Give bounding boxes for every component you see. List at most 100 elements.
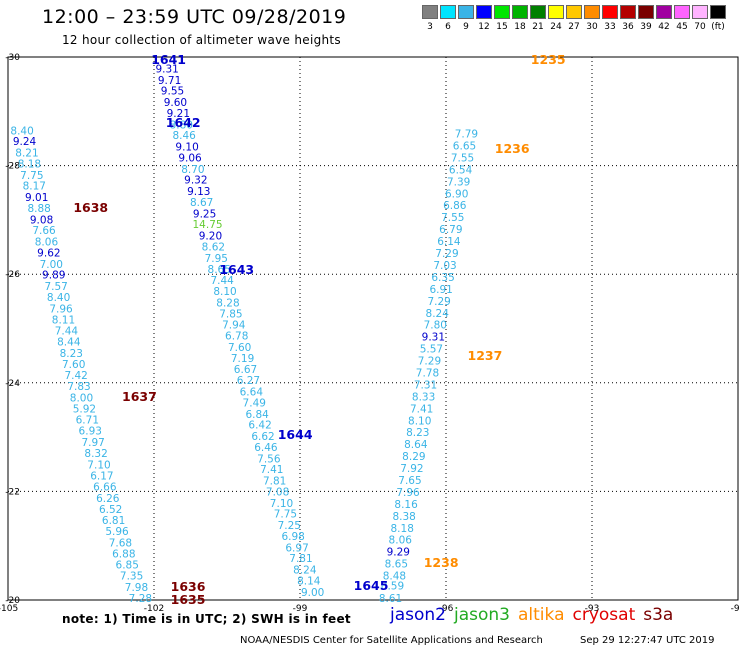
wave-height-value: 7.25 <box>278 520 301 532</box>
wave-height-value: 6.66 <box>93 482 117 494</box>
pass-time-label: 1636 <box>171 579 206 594</box>
wave-height-value: 8.29 <box>402 451 425 463</box>
wave-height-value: 5.57 <box>420 344 443 356</box>
color-swatch <box>512 5 528 19</box>
y-tick-label: -20 <box>5 596 20 606</box>
wave-height-value: 8.32 <box>84 448 107 460</box>
wave-height-value: 8.14 <box>297 575 321 587</box>
x-tick-label: -90 <box>731 604 740 614</box>
wave-height-value: 7.19 <box>231 353 254 365</box>
wave-height-value: 7.80 <box>424 320 447 332</box>
wave-height-value: 8.16 <box>394 499 418 511</box>
wave-height-value: 7.65 <box>398 475 421 487</box>
wave-height-value: 8.80 <box>170 119 193 131</box>
color-swatch <box>422 5 438 19</box>
wave-height-value: 8.23 <box>60 348 83 360</box>
wave-height-value: 8.06 <box>389 535 413 547</box>
wave-height-value: 6.71 <box>76 415 99 427</box>
chart-subtitle: 12 hour collection of altimeter wave hei… <box>62 33 341 47</box>
wave-height-value: 8.59 <box>381 580 404 592</box>
color-swatch <box>530 5 546 19</box>
pass-time-label: 1238 <box>424 555 459 570</box>
color-swatch <box>656 5 672 19</box>
wave-height-value: 6.67 <box>234 364 257 376</box>
wave-height-value: 6.88 <box>112 548 135 560</box>
pass-time-label: 1645 <box>354 578 389 593</box>
wave-height-value: 7.41 <box>410 403 433 415</box>
wave-height-value: 8.00 <box>70 392 93 404</box>
wave-height-value: 6.46 <box>254 442 278 454</box>
wave-height-value: 6.90 <box>445 188 468 200</box>
pass-time-label: 1642 <box>166 115 201 130</box>
wave-height-value: 6.86 <box>443 200 467 212</box>
wave-height-value: 8.65 <box>208 264 231 276</box>
wave-height-value: 6.65 <box>453 141 476 153</box>
wave-height-value: 7.68 <box>109 537 132 549</box>
wave-height-value: 6.54 <box>449 164 473 176</box>
wave-height-value: 6.17 <box>90 471 113 483</box>
wave-height-value: 6.78 <box>225 331 248 343</box>
wave-height-value: 9.29 <box>387 547 410 559</box>
wave-height-value: 8.11 <box>52 314 75 326</box>
chart-title: 12:00 – 23:59 UTC 09/28/2019 <box>42 6 347 28</box>
pass-time-label: 1635 <box>171 592 206 607</box>
x-tick-label: -102 <box>144 604 164 614</box>
wave-height-value: 7.44 <box>55 326 79 338</box>
wave-height-value: 6.62 <box>251 431 274 443</box>
wave-height-value: 9.00 <box>301 587 324 599</box>
wave-height-value: 7.78 <box>416 367 439 379</box>
color-swatch <box>674 5 690 19</box>
color-swatch-label: 12 <box>478 22 490 32</box>
wave-height-value: 7.81 <box>289 553 312 565</box>
wave-height-value: 8.40 <box>47 292 70 304</box>
color-swatch-label: 6 <box>445 22 451 32</box>
legend-entry-jason3: jason3 <box>454 605 510 625</box>
wave-height-value: 8.48 <box>383 571 406 583</box>
wave-height-value: 7.75 <box>20 170 43 182</box>
color-swatch-label: 30 <box>586 22 598 32</box>
wave-height-value: 8.70 <box>181 164 204 176</box>
wave-height-value: 6.91 <box>429 284 452 296</box>
wave-height-value: 7.03 <box>433 260 456 272</box>
wave-height-value: 9.21 <box>167 108 190 120</box>
color-swatch <box>638 5 654 19</box>
wave-height-value: 6.93 <box>79 426 102 438</box>
wave-height-value: 7.44 <box>210 275 234 287</box>
wave-height-value: 9.10 <box>175 142 198 154</box>
wave-height-value: 7.31 <box>414 379 437 391</box>
color-swatch-label: 39 <box>640 22 652 32</box>
wave-height-value: 5.92 <box>73 403 96 415</box>
pass-time-label: 1637 <box>122 389 157 404</box>
color-swatch-label: 36 <box>622 22 634 32</box>
color-swatch-label: 33 <box>604 22 616 32</box>
pass-time-label: 1641 <box>151 52 186 67</box>
wave-height-value: 6.42 <box>248 420 271 432</box>
wave-height-value: 6.14 <box>437 236 461 248</box>
wave-height-value: 6.26 <box>96 493 120 505</box>
wave-height-value: 6.85 <box>116 560 139 572</box>
wave-height-value: 6.98 <box>281 531 304 543</box>
credit-line: NOAA/NESDIS Center for Satellite Applica… <box>240 635 543 646</box>
wave-height-value: 7.42 <box>64 370 87 382</box>
y-tick-label: -26 <box>5 270 20 280</box>
wave-height-value: 14.75 <box>193 219 223 231</box>
color-swatch-label: 24 <box>550 22 562 32</box>
legend-entry-jason2: jason2 <box>390 605 446 625</box>
wave-height-value: 8.06 <box>35 237 59 249</box>
pass-time-label: 1235 <box>531 52 566 67</box>
wave-height-value: 7.85 <box>219 308 242 320</box>
y-tick-label: -30 <box>5 53 20 63</box>
color-swatch <box>584 5 600 19</box>
wave-height-value: 8.24 <box>293 565 317 577</box>
wave-height-value: 6.79 <box>439 224 462 236</box>
wave-height-value: 7.75 <box>274 509 297 521</box>
wave-height-value: 9.71 <box>158 75 181 87</box>
legend-entry-s3a: s3a <box>643 605 674 625</box>
wave-height-value: 7.10 <box>270 498 293 510</box>
wave-height-value: 8.65 <box>385 559 408 571</box>
wave-height-value: 9.55 <box>161 86 184 98</box>
pass-time-label: 1236 <box>495 141 530 156</box>
x-tick-label: -99 <box>293 604 308 614</box>
color-swatch <box>620 5 636 19</box>
legend-entry-cryosat: cryosat <box>572 605 636 625</box>
